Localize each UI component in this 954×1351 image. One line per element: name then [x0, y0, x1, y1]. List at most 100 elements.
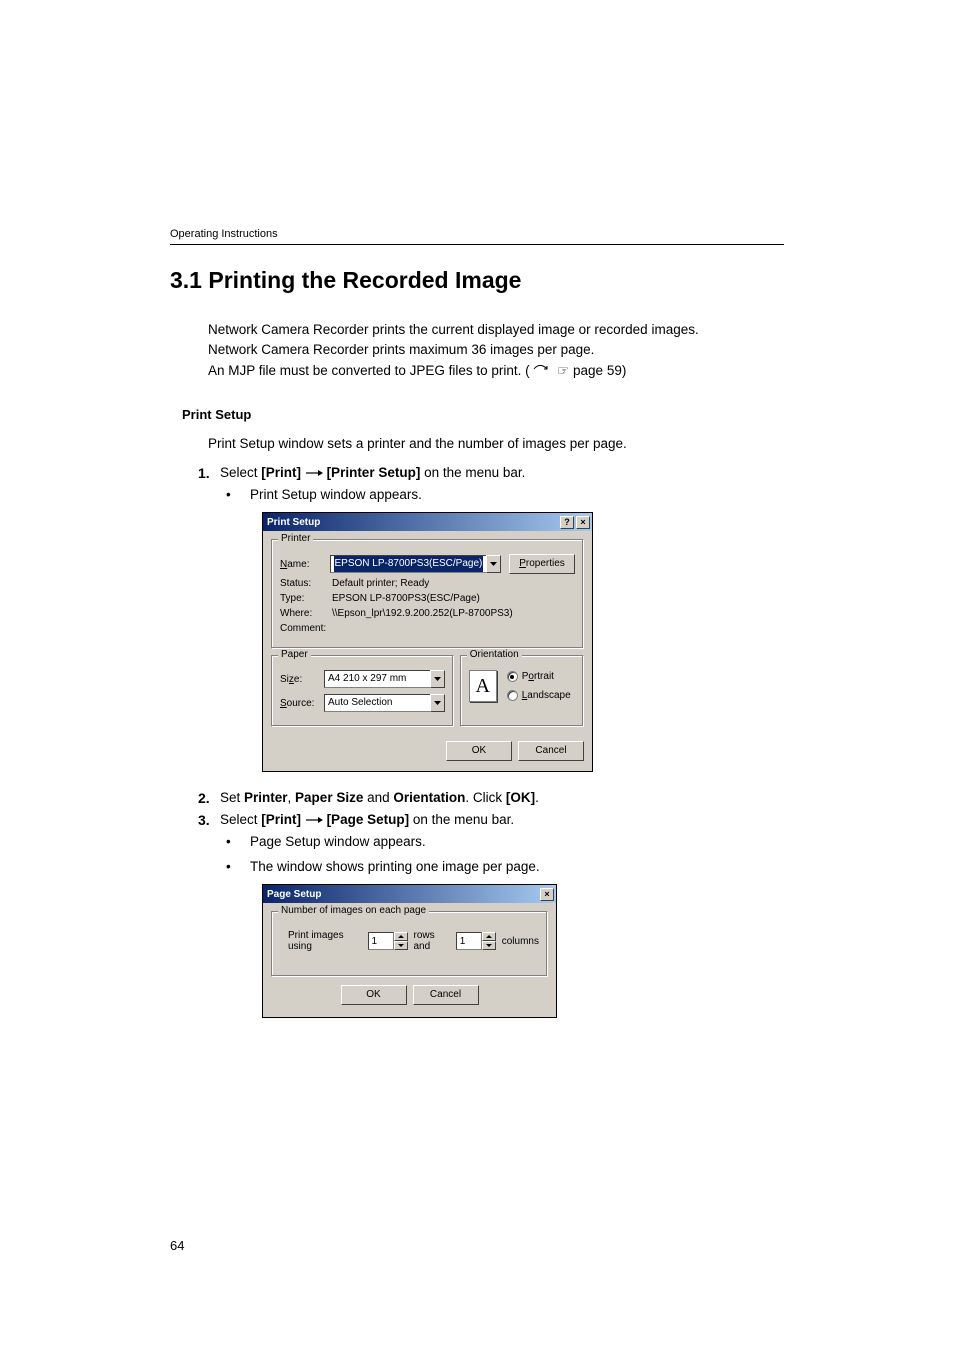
spin-down-icon[interactable] — [482, 941, 496, 950]
where-row: Where: \\Epson_lpr\192.9.200.252(LP-8700… — [280, 608, 575, 619]
bullet-dot: • — [226, 487, 250, 502]
printer-name-combo[interactable]: EPSON LP-8700PS3(ESC/Page) — [330, 555, 502, 573]
intro-line1: Network Camera Recorder prints the curre… — [208, 322, 699, 337]
cols-spinner[interactable] — [456, 932, 496, 950]
source-dropdown-icon[interactable] — [430, 694, 445, 712]
size-dropdown-icon[interactable] — [430, 670, 445, 688]
page-content: Operating Instructions 3.1 Printing the … — [0, 0, 954, 1018]
cols-input[interactable] — [456, 932, 482, 950]
name-label: Name: — [280, 559, 330, 570]
size-combo[interactable]: A4 210 x 297 mm — [324, 670, 445, 688]
bullet-dot: • — [226, 834, 250, 849]
source-label: Source: — [280, 698, 324, 709]
orientation-inner: A Portrait Landscape — [469, 670, 575, 702]
paper-orientation-row: Paper Size: A4 210 x 297 mm Sour — [271, 655, 584, 733]
s2-b1: Printer — [244, 790, 288, 805]
page-setup-dialog: Page Setup × Number of images on each pa… — [262, 884, 557, 1018]
orientation-groupbox: Orientation A Portrait Landscape — [460, 655, 584, 727]
s3-m1: [Print] — [261, 812, 301, 827]
orientation-icon: A — [469, 670, 497, 702]
section-title: 3.1 Printing the Recorded Image — [170, 267, 784, 294]
status-row: Status: Default printer; Ready — [280, 578, 575, 589]
ok-button[interactable]: OK — [446, 741, 512, 761]
s2-c3: . Click — [465, 790, 506, 805]
paper-groupbox: Paper Size: A4 210 x 297 mm Sour — [271, 655, 454, 727]
print-setup-dialog: Print Setup ? × Printer Name: EPSON LP-8… — [262, 512, 593, 772]
step-body: Set Printer, Paper Size and Orientation.… — [220, 790, 784, 805]
help-button[interactable]: ? — [560, 516, 574, 529]
radio-dot — [510, 675, 514, 679]
intro-paragraph: Network Camera Recorder prints the curre… — [208, 320, 784, 381]
source-u: S — [280, 698, 287, 709]
step-3: 3. Select [Print] [Page Setup] on the me… — [198, 812, 784, 828]
rows-spinner[interactable] — [368, 932, 408, 950]
type-row: Type: EPSON LP-8700PS3(ESC/Page) — [280, 593, 575, 604]
size-label: Size: — [280, 674, 324, 685]
printer-groupbox: Printer Name: EPSON LP-8700PS3(ESC/Page)… — [271, 539, 584, 649]
where-value: \\Epson_lpr\192.9.200.252(LP-8700PS3) — [332, 608, 575, 619]
source-field: Auto Selection — [324, 694, 430, 712]
portrait-radio[interactable] — [507, 671, 518, 682]
s2-c1: , — [288, 790, 296, 805]
s2-pre: Set — [220, 790, 244, 805]
close-button[interactable]: × — [540, 888, 554, 901]
spin-up-icon[interactable] — [394, 932, 408, 941]
props-rest: roperties — [526, 558, 565, 569]
s2-c2: and — [363, 790, 393, 805]
comment-label: Comment: — [280, 623, 332, 634]
spin-down-icon[interactable] — [394, 941, 408, 950]
portrait-radio-row[interactable]: Portrait — [507, 671, 571, 682]
print-images-label: Print images using — [288, 930, 362, 952]
arrow-icon — [305, 466, 323, 481]
source-value: Auto Selection — [324, 694, 445, 712]
cancel-button[interactable]: Cancel — [413, 985, 479, 1005]
dialog-body: Printer Name: EPSON LP-8700PS3(ESC/Page)… — [263, 531, 592, 771]
step-2: 2. Set Printer, Paper Size and Orientati… — [198, 790, 784, 806]
s3-pre: Select — [220, 812, 261, 827]
combo-dropdown-icon[interactable] — [486, 555, 501, 573]
running-header: Operating Instructions — [170, 228, 784, 240]
arrow-icon — [305, 813, 323, 828]
where-label: Where: — [280, 608, 332, 619]
rows-input[interactable] — [368, 932, 394, 950]
step-number: 3. — [198, 812, 220, 828]
name-value: EPSON LP-8700PS3(ESC/Page) — [330, 555, 502, 573]
landscape-radio-row[interactable]: Landscape — [507, 690, 571, 701]
rows-and-label: rows and — [414, 930, 450, 952]
s2-b3: Orientation — [393, 790, 465, 805]
ok-button[interactable]: OK — [341, 985, 407, 1005]
orientation-legend: Orientation — [467, 649, 522, 660]
close-button[interactable]: × — [576, 516, 590, 529]
step3-bullet2-text: The window shows printing one image per … — [250, 859, 540, 874]
step1-menu1: [Print] — [261, 465, 301, 480]
spin-up-icon[interactable] — [482, 932, 496, 941]
source-combo[interactable]: Auto Selection — [324, 694, 445, 712]
step-1: 1. Select [Print] [Printer Setup] on the… — [198, 465, 784, 481]
landscape-rest: andscape — [527, 690, 570, 701]
page-setup-title: Page Setup — [267, 889, 538, 900]
portrait-post: rtrait — [534, 671, 554, 682]
dialog-titlebar: Print Setup ? × — [263, 513, 592, 531]
columns-label: columns — [502, 936, 539, 947]
rows-spin-buttons — [394, 932, 408, 950]
properties-button[interactable]: Properties — [509, 554, 575, 574]
landscape-radio[interactable] — [507, 690, 518, 701]
intro-line3-pre: An MJP file must be converted to JPEG fi… — [208, 363, 530, 378]
intro-line2: Network Camera Recorder prints maximum 3… — [208, 342, 594, 357]
page-setup-titlebar: Page Setup × — [263, 885, 556, 903]
num-images-legend: Number of images on each page — [278, 905, 429, 916]
page-number: 64 — [170, 1238, 184, 1253]
size-field: A4 210 x 297 mm — [324, 670, 430, 688]
size-value: A4 210 x 297 mm — [324, 670, 445, 688]
size-row: Size: A4 210 x 297 mm — [280, 670, 445, 688]
num-images-groupbox: Number of images on each page Print imag… — [271, 911, 548, 977]
paper-legend: Paper — [278, 649, 311, 660]
cancel-button[interactable]: Cancel — [518, 741, 584, 761]
step1-post: on the menu bar. — [420, 465, 525, 480]
status-label: Status: — [280, 578, 332, 589]
print-setup-intro: Print Setup window sets a printer and th… — [208, 436, 784, 451]
orientation-options: Portrait Landscape — [507, 671, 571, 701]
num-images-row: Print images using rows and — [280, 926, 539, 966]
type-value: EPSON LP-8700PS3(ESC/Page) — [332, 593, 575, 604]
step3-bullet2: • The window shows printing one image pe… — [226, 859, 784, 874]
